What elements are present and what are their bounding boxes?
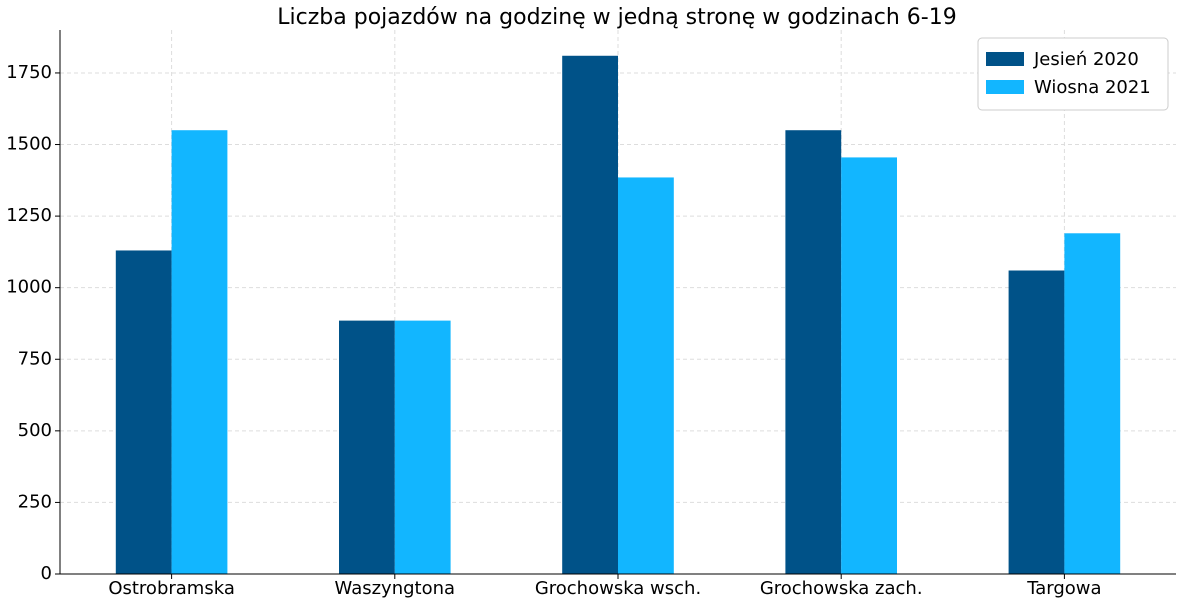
x-tick-label: Ostrobramska	[108, 578, 235, 599]
legend-label: Wiosna 2021	[1034, 77, 1151, 98]
legend-box	[977, 37, 1169, 111]
bar	[562, 55, 618, 574]
bar	[618, 177, 674, 574]
x-tick-label: Waszyngtona	[335, 578, 456, 599]
y-tick-label: 750	[18, 348, 52, 369]
legend-swatch	[986, 52, 1024, 66]
chart-title: Liczba pojazdów na godzinę w jedną stron…	[277, 5, 956, 30]
x-tick-label: Targowa	[1026, 578, 1101, 599]
y-tick-label: 1500	[6, 134, 52, 155]
legend: Jesień 2020 Wiosna 2021	[977, 37, 1169, 111]
bar	[1008, 270, 1065, 574]
bar	[785, 130, 842, 575]
y-tick-label: 1000	[6, 277, 52, 298]
bar	[339, 320, 395, 574]
legend-swatch	[986, 80, 1024, 94]
y-tick-label: 1250	[6, 205, 52, 226]
bar	[394, 320, 451, 574]
bar	[115, 250, 172, 574]
bar	[1064, 233, 1121, 574]
legend-label: Jesień 2020	[1033, 49, 1139, 70]
y-tick-label: 250	[18, 491, 52, 512]
bar	[171, 130, 228, 575]
y-tick-label: 500	[18, 420, 52, 441]
y-tick-label: 1750	[6, 62, 52, 83]
bar	[841, 157, 897, 574]
y-tick-label: 0	[41, 563, 52, 584]
x-tick-label: Grochowska zach.	[760, 578, 923, 599]
x-tick-label: Grochowska wsch.	[535, 578, 701, 599]
